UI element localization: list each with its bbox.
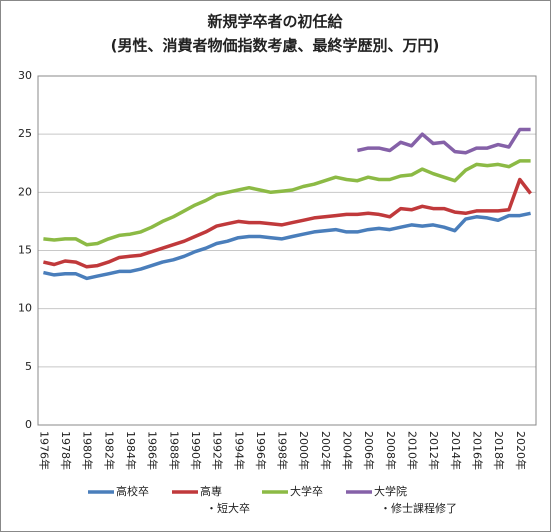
x-tick-label: 2004年 bbox=[341, 431, 355, 470]
x-tick-label: 2008年 bbox=[384, 431, 398, 470]
x-tick-label: 1998年 bbox=[276, 431, 290, 470]
x-tick-label: 2010年 bbox=[406, 431, 420, 470]
x-tick-label: 2000年 bbox=[297, 431, 311, 470]
x-tick-label: 1976年 bbox=[37, 431, 51, 470]
x-tick-label: 1978年 bbox=[59, 431, 73, 470]
x-tick-label: 1982年 bbox=[102, 431, 116, 470]
x-tick-label: 1988年 bbox=[167, 431, 181, 470]
x-tick-label: 2020年 bbox=[514, 431, 528, 470]
x-tick-label: 2014年 bbox=[449, 431, 463, 470]
x-tick-label: 1996年 bbox=[254, 431, 268, 470]
chart-title: 新規学卒者の初任給 bbox=[207, 13, 343, 31]
x-tick-label: 2016年 bbox=[470, 431, 484, 470]
x-tick-label: 1984年 bbox=[124, 431, 138, 470]
y-tick-label: 30 bbox=[18, 69, 32, 82]
x-tick-label: 1990年 bbox=[189, 431, 203, 470]
legend-label: 高専・短大卒 bbox=[200, 484, 250, 515]
series-line bbox=[43, 211, 531, 281]
x-tick-label: 1986年 bbox=[146, 431, 160, 470]
legend-label: 大学卒 bbox=[290, 484, 323, 498]
y-tick-label: 10 bbox=[18, 302, 32, 315]
series-line bbox=[43, 177, 532, 269]
x-tick-label: 2012年 bbox=[427, 431, 441, 470]
x-tick-label: 2006年 bbox=[362, 431, 376, 470]
legend-label: 大学院・修士課程修了 bbox=[374, 484, 457, 515]
series-line bbox=[43, 159, 531, 247]
legend-label: 高校卒 bbox=[116, 484, 149, 498]
x-tick-label: 1980年 bbox=[81, 431, 95, 470]
y-tick-label: 15 bbox=[18, 244, 32, 257]
x-tick-label: 2018年 bbox=[492, 431, 506, 470]
x-tick-label: 2002年 bbox=[319, 431, 333, 470]
y-tick-label: 25 bbox=[18, 127, 32, 140]
plot-area bbox=[37, 75, 537, 426]
y-tick-label: 5 bbox=[25, 360, 32, 373]
series-line bbox=[357, 127, 531, 155]
x-tick-label: 1992年 bbox=[211, 431, 225, 470]
x-tick-label: 1994年 bbox=[232, 431, 246, 470]
y-tick-label: 20 bbox=[18, 185, 32, 198]
chart-subtitle: (男性、消費者物価指数考慮、最終学歴別、万円) bbox=[111, 37, 440, 55]
y-tick-label: 0 bbox=[25, 418, 32, 431]
